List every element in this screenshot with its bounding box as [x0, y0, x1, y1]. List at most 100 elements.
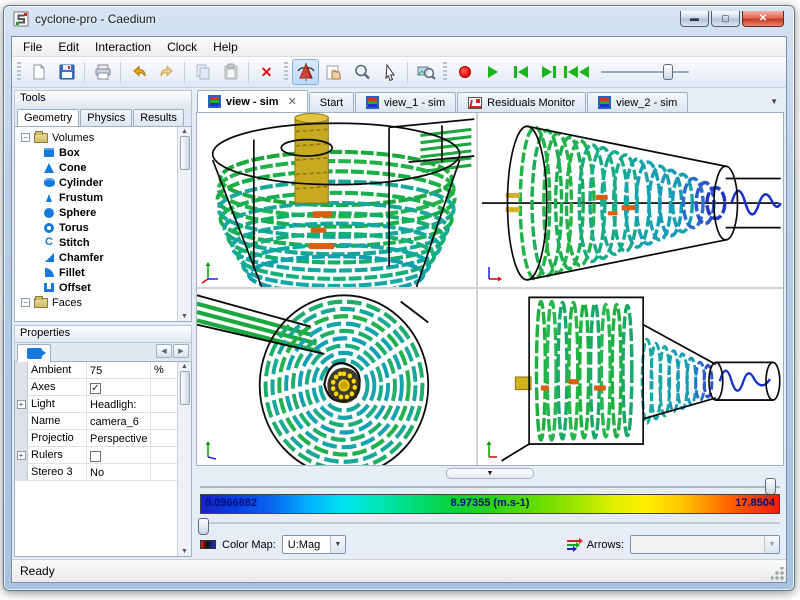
select-tool-button[interactable]: [376, 59, 403, 85]
property-row-ambient[interactable]: Ambient 75 %: [15, 362, 191, 379]
new-document-button[interactable]: [25, 59, 52, 85]
viewport-top-right[interactable]: [478, 113, 783, 289]
dropdown-arrow-icon[interactable]: ▼: [764, 536, 779, 553]
tree-item-fillet[interactable]: Fillet: [21, 265, 189, 280]
tree-item-frustum[interactable]: Frustum: [21, 190, 189, 205]
tab-view1-sim[interactable]: view_1 - sim: [355, 92, 457, 112]
scroll-down-icon[interactable]: ▼: [181, 548, 188, 555]
viewport-bottom-right[interactable]: [478, 289, 783, 465]
rotate-view-tool-button[interactable]: [292, 59, 319, 85]
menu-interaction[interactable]: Interaction: [95, 39, 152, 54]
step-forward-button[interactable]: [535, 59, 562, 85]
axis-triad-icon: [205, 441, 217, 460]
redo-button[interactable]: [153, 59, 180, 85]
tab-scroll-left-icon[interactable]: ◀: [156, 344, 172, 358]
rulers-checkbox-unchecked[interactable]: [90, 450, 101, 462]
camera-properties-tab[interactable]: [17, 344, 51, 362]
playback-slider-thumb[interactable]: [663, 64, 673, 80]
property-row-light[interactable]: + Light Headligh:: [15, 396, 191, 413]
viewport-bottom-left[interactable]: [197, 289, 479, 465]
legend-max-slider-thumb[interactable]: [765, 478, 776, 495]
step-back-button[interactable]: [507, 59, 534, 85]
scroll-down-icon[interactable]: ▼: [181, 313, 188, 320]
arrows-select[interactable]: ▼: [630, 535, 780, 554]
colorbar[interactable]: 0.0966882 8.97355 (m.s-1) 17.8504: [200, 494, 780, 514]
tab-overflow-icon[interactable]: ▼: [770, 96, 778, 106]
tree-node-volumes[interactable]: − Volumes: [21, 130, 189, 145]
tree-scrollbar[interactable]: ▲ ▼: [177, 127, 191, 321]
cyclone-outlet-view: [501, 296, 781, 462]
scrollbar-thumb[interactable]: [179, 371, 190, 405]
menu-file[interactable]: File: [23, 39, 43, 54]
collapse-expander-icon[interactable]: −: [21, 133, 30, 142]
tree-node-faces[interactable]: − Faces: [21, 295, 189, 310]
tab-view2-sim[interactable]: view_2 - sim: [587, 92, 689, 112]
step-forward-icon: [541, 66, 556, 78]
collapse-panel-button[interactable]: ▼: [446, 467, 534, 479]
copy-button[interactable]: [189, 59, 216, 85]
legend-max-slider-track[interactable]: [200, 486, 780, 488]
tree-item-sphere[interactable]: Sphere: [21, 205, 189, 220]
pan-tool-button[interactable]: [320, 59, 347, 85]
play-button[interactable]: [479, 59, 506, 85]
tree-item-cone[interactable]: Cone: [21, 160, 189, 175]
menu-help[interactable]: Help: [213, 39, 238, 54]
paste-button[interactable]: [217, 59, 244, 85]
zoom-to-fit-button[interactable]: [412, 59, 439, 85]
legend-min-slider-track[interactable]: [200, 522, 780, 524]
expand-icon[interactable]: +: [16, 450, 26, 460]
arrows-label: Arrows:: [586, 538, 624, 551]
maximize-button[interactable]: ▢: [711, 11, 740, 27]
tab-results[interactable]: Results: [133, 109, 184, 126]
resize-grip[interactable]: [771, 567, 784, 580]
tree-item-stitch[interactable]: C Stitch: [21, 235, 189, 250]
axes-checkbox-checked[interactable]: ✓: [90, 382, 101, 394]
tree-item-chamfer[interactable]: Chamfer: [21, 250, 189, 265]
property-row-name[interactable]: Name camera_6: [15, 413, 191, 430]
collapse-expander-icon[interactable]: −: [21, 298, 30, 307]
properties-scrollbar[interactable]: ▲ ▼: [177, 362, 191, 556]
playback-slider[interactable]: [599, 61, 691, 83]
close-button[interactable]: ✕: [742, 11, 784, 27]
tree-item-box[interactable]: Box: [21, 145, 189, 160]
legend-min-slider-thumb[interactable]: [198, 518, 209, 535]
print-button[interactable]: [89, 59, 116, 85]
legend-mid-value: 8.97355 (m.s-1): [450, 497, 530, 509]
toolbar-grip[interactable]: [17, 62, 21, 82]
playback-slider-track[interactable]: [601, 71, 689, 73]
minimize-button[interactable]: ▬: [680, 11, 709, 27]
tab-scroll-right-icon[interactable]: ▶: [173, 344, 189, 358]
scrollbar-thumb[interactable]: [179, 136, 190, 170]
property-row-stereo[interactable]: Stereo 3 No: [15, 464, 191, 481]
title-bar[interactable]: cyclone-pro - Caedium ▬ ▢ ✕: [4, 6, 794, 32]
tree-item-torus[interactable]: Torus: [21, 220, 189, 235]
zoom-tool-button[interactable]: [348, 59, 375, 85]
property-row-rulers[interactable]: + Rulers: [15, 447, 191, 464]
tab-physics[interactable]: Physics: [80, 109, 133, 126]
menu-edit[interactable]: Edit: [58, 39, 80, 54]
record-button[interactable]: [451, 59, 478, 85]
toolbar-grip[interactable]: [284, 62, 288, 82]
property-row-axes[interactable]: Axes ✓: [15, 379, 191, 396]
save-button[interactable]: [53, 59, 80, 85]
rewind-button[interactable]: [563, 59, 590, 85]
delete-button[interactable]: ✕: [253, 59, 280, 85]
undo-button[interactable]: [125, 59, 152, 85]
scroll-up-icon[interactable]: ▲: [181, 128, 188, 135]
menu-clock[interactable]: Clock: [167, 39, 198, 54]
tab-start[interactable]: Start: [308, 92, 355, 112]
close-tab-icon[interactable]: ✕: [287, 96, 297, 108]
dropdown-arrow-icon[interactable]: ▼: [329, 536, 345, 553]
scroll-up-icon[interactable]: ▲: [181, 363, 188, 370]
color-map-select[interactable]: U:Mag ▼: [281, 535, 346, 554]
property-row-projection[interactable]: Projectio Perspective: [15, 430, 191, 447]
left-panel: Tools Geometry Physics Results − Volumes…: [12, 88, 193, 559]
tab-geometry[interactable]: Geometry: [17, 109, 80, 127]
viewport-top-left[interactable]: [197, 113, 479, 289]
tab-residuals-monitor[interactable]: Residuals Monitor: [457, 92, 587, 112]
toolbar-grip[interactable]: [443, 62, 447, 82]
tree-item-offset[interactable]: Offset: [21, 280, 189, 295]
tree-item-cylinder[interactable]: Cylinder: [21, 175, 189, 190]
tab-view-sim[interactable]: view - sim ✕: [197, 90, 308, 112]
expand-icon[interactable]: +: [16, 399, 26, 409]
